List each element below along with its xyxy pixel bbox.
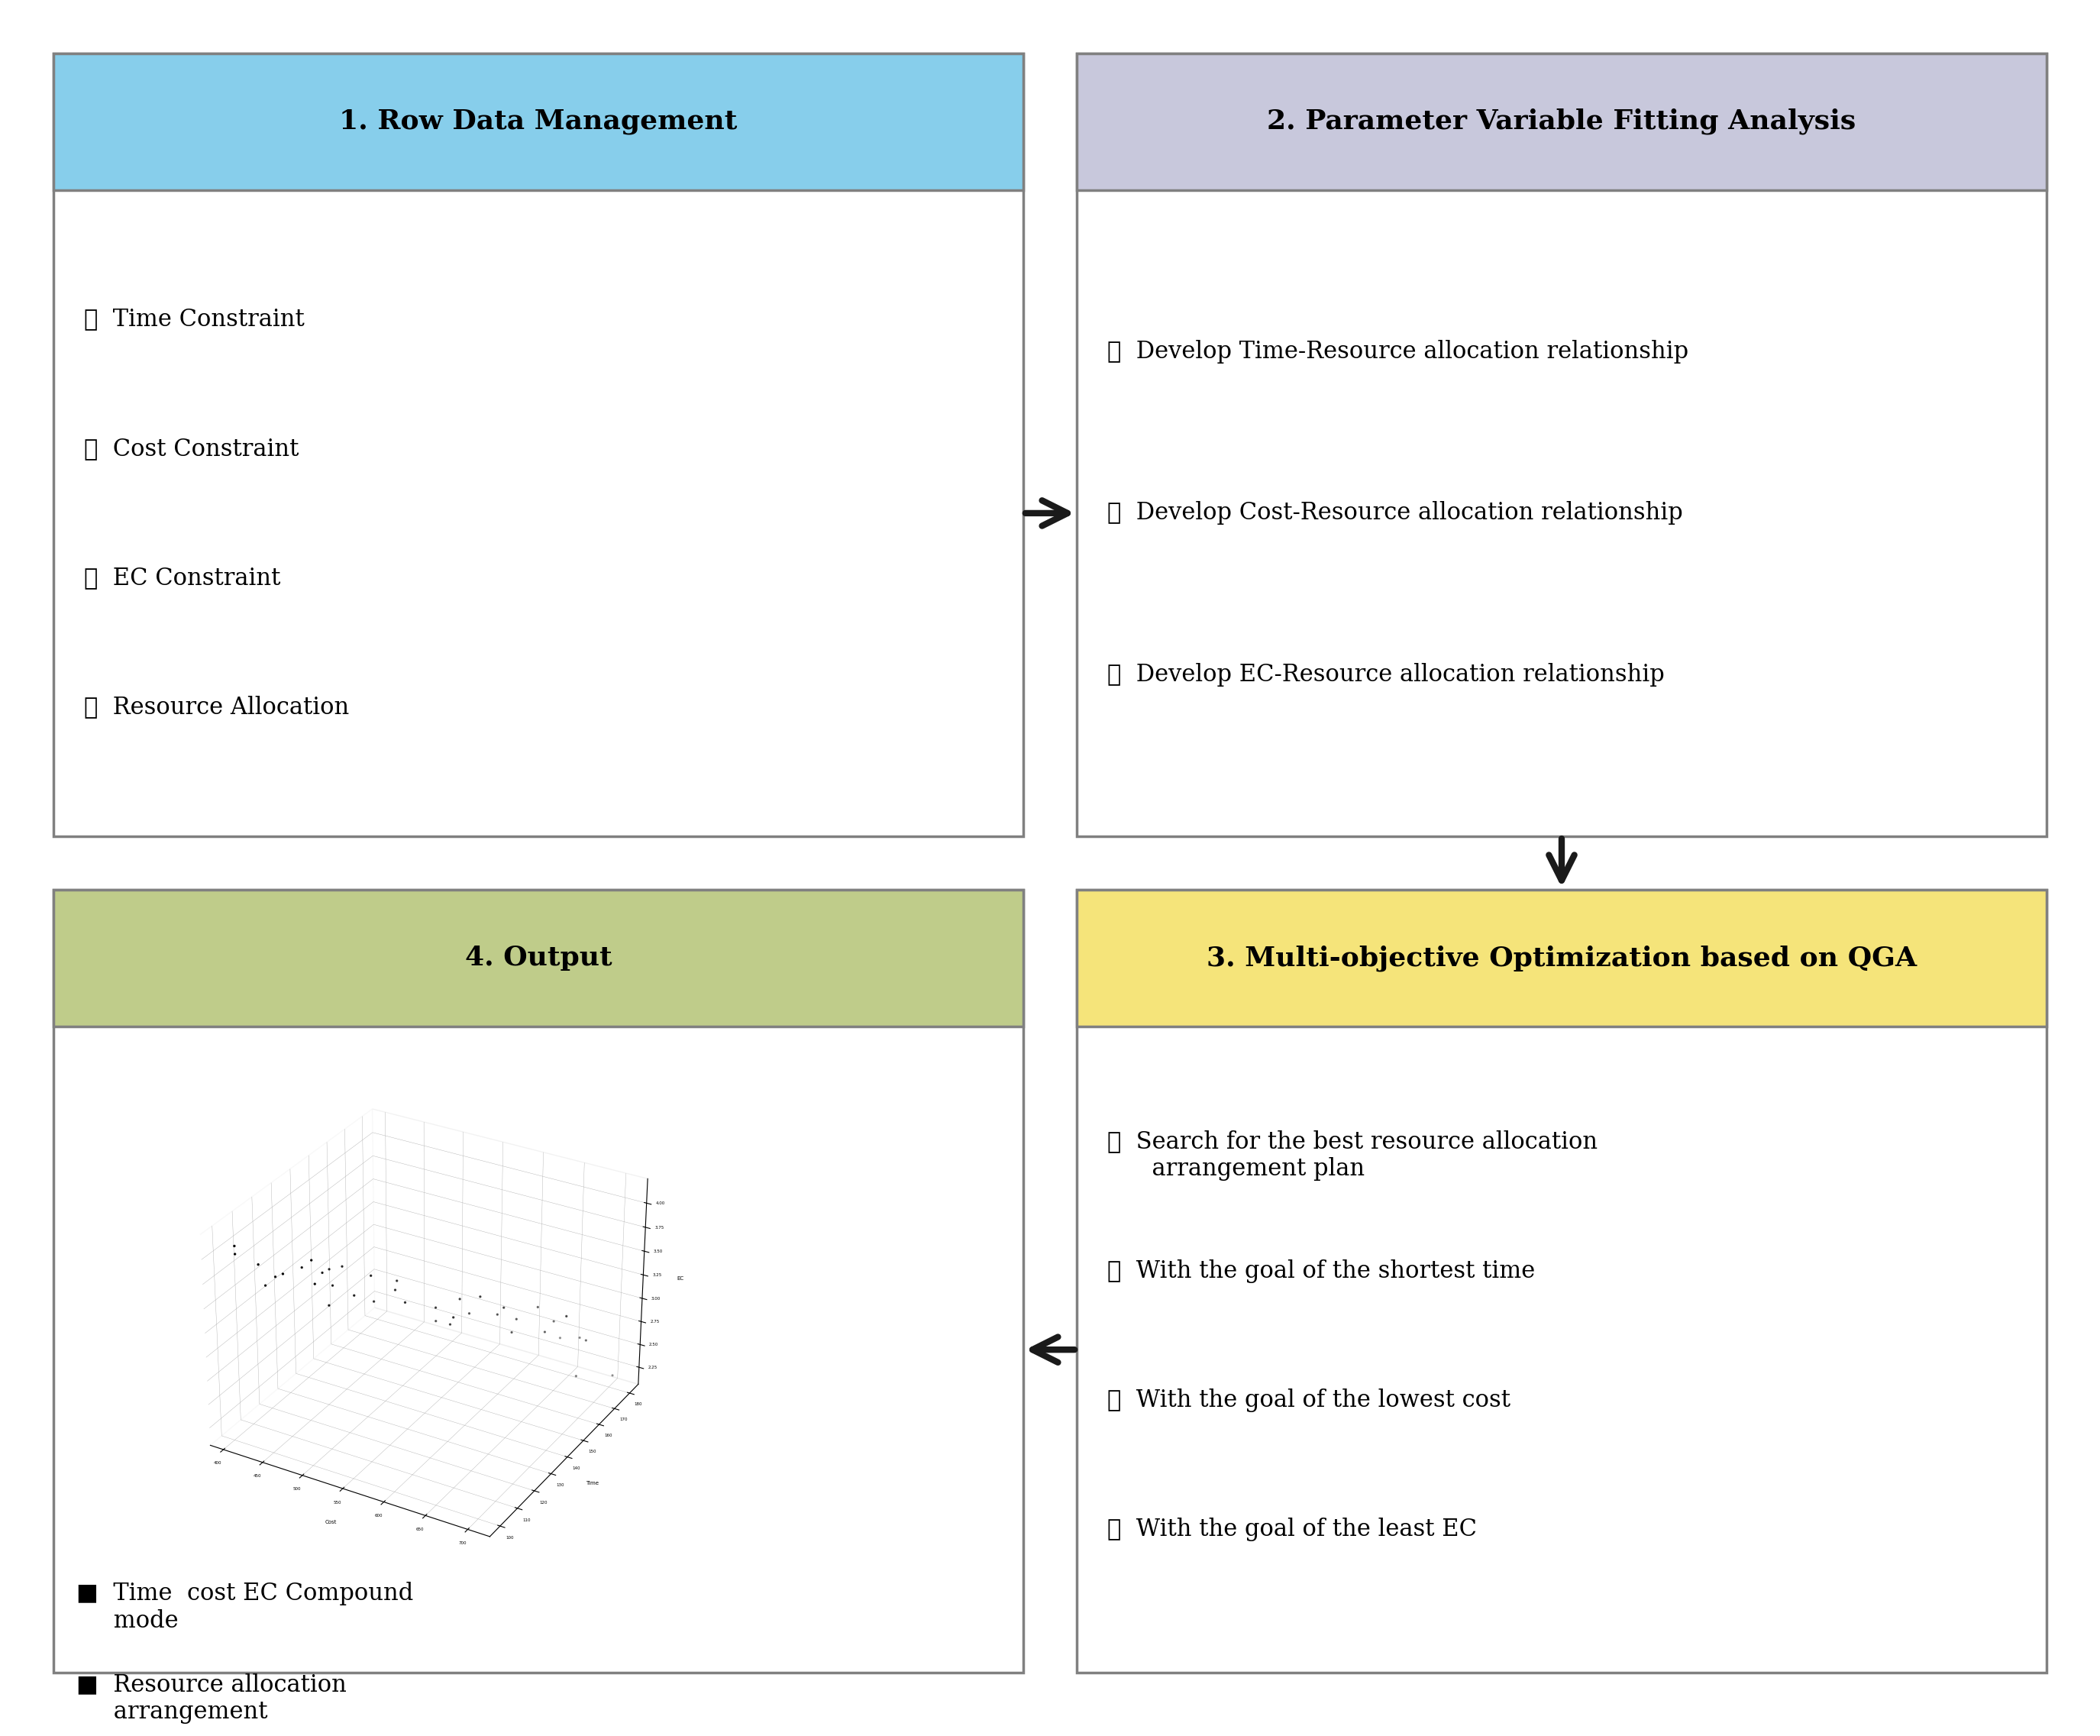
FancyBboxPatch shape [52, 889, 1023, 1674]
Text: ✓  Develop EC-Resource allocation relationship: ✓ Develop EC-Resource allocation relatio… [1107, 663, 1665, 687]
Text: 1. Row Data Management: 1. Row Data Management [340, 109, 737, 134]
Y-axis label: Time: Time [586, 1481, 598, 1486]
Text: ➢  Time Constraint: ➢ Time Constraint [84, 307, 304, 332]
Text: 2. Parameter Variable Fitting Analysis: 2. Parameter Variable Fitting Analysis [1266, 108, 1856, 135]
Text: ✓  Develop Time-Resource allocation relationship: ✓ Develop Time-Resource allocation relat… [1107, 340, 1688, 363]
Text: 4. Output: 4. Output [464, 944, 611, 970]
FancyBboxPatch shape [1077, 54, 2048, 189]
FancyBboxPatch shape [52, 889, 1023, 1026]
FancyBboxPatch shape [52, 54, 1023, 189]
Text: ✓  Develop Cost-Resource allocation relationship: ✓ Develop Cost-Resource allocation relat… [1107, 502, 1682, 524]
Text: ❖  With the goal of the shortest time: ❖ With the goal of the shortest time [1107, 1259, 1535, 1283]
FancyBboxPatch shape [52, 54, 1023, 837]
Text: ■  Resource allocation
     arrangement: ■ Resource allocation arrangement [76, 1674, 346, 1724]
Text: ➢  Cost Constraint: ➢ Cost Constraint [84, 437, 298, 460]
Text: ❖  With the goal of the least EC: ❖ With the goal of the least EC [1107, 1517, 1476, 1542]
Text: ❖  With the goal of the lowest cost: ❖ With the goal of the lowest cost [1107, 1389, 1510, 1411]
FancyBboxPatch shape [1077, 889, 2048, 1674]
Text: 3. Multi-objective Optimization based on QGA: 3. Multi-objective Optimization based on… [1207, 944, 1917, 970]
FancyBboxPatch shape [1077, 54, 2048, 837]
Text: ■  Time  cost EC Compound
     mode: ■ Time cost EC Compound mode [76, 1581, 414, 1634]
X-axis label: Cost: Cost [326, 1521, 338, 1524]
Text: ❖  Search for the best resource allocation
      arrangement plan: ❖ Search for the best resource allocatio… [1107, 1130, 1598, 1180]
Text: ➢  EC Constraint: ➢ EC Constraint [84, 566, 281, 590]
FancyBboxPatch shape [1077, 889, 2048, 1026]
Text: ➢  Resource Allocation: ➢ Resource Allocation [84, 696, 349, 719]
